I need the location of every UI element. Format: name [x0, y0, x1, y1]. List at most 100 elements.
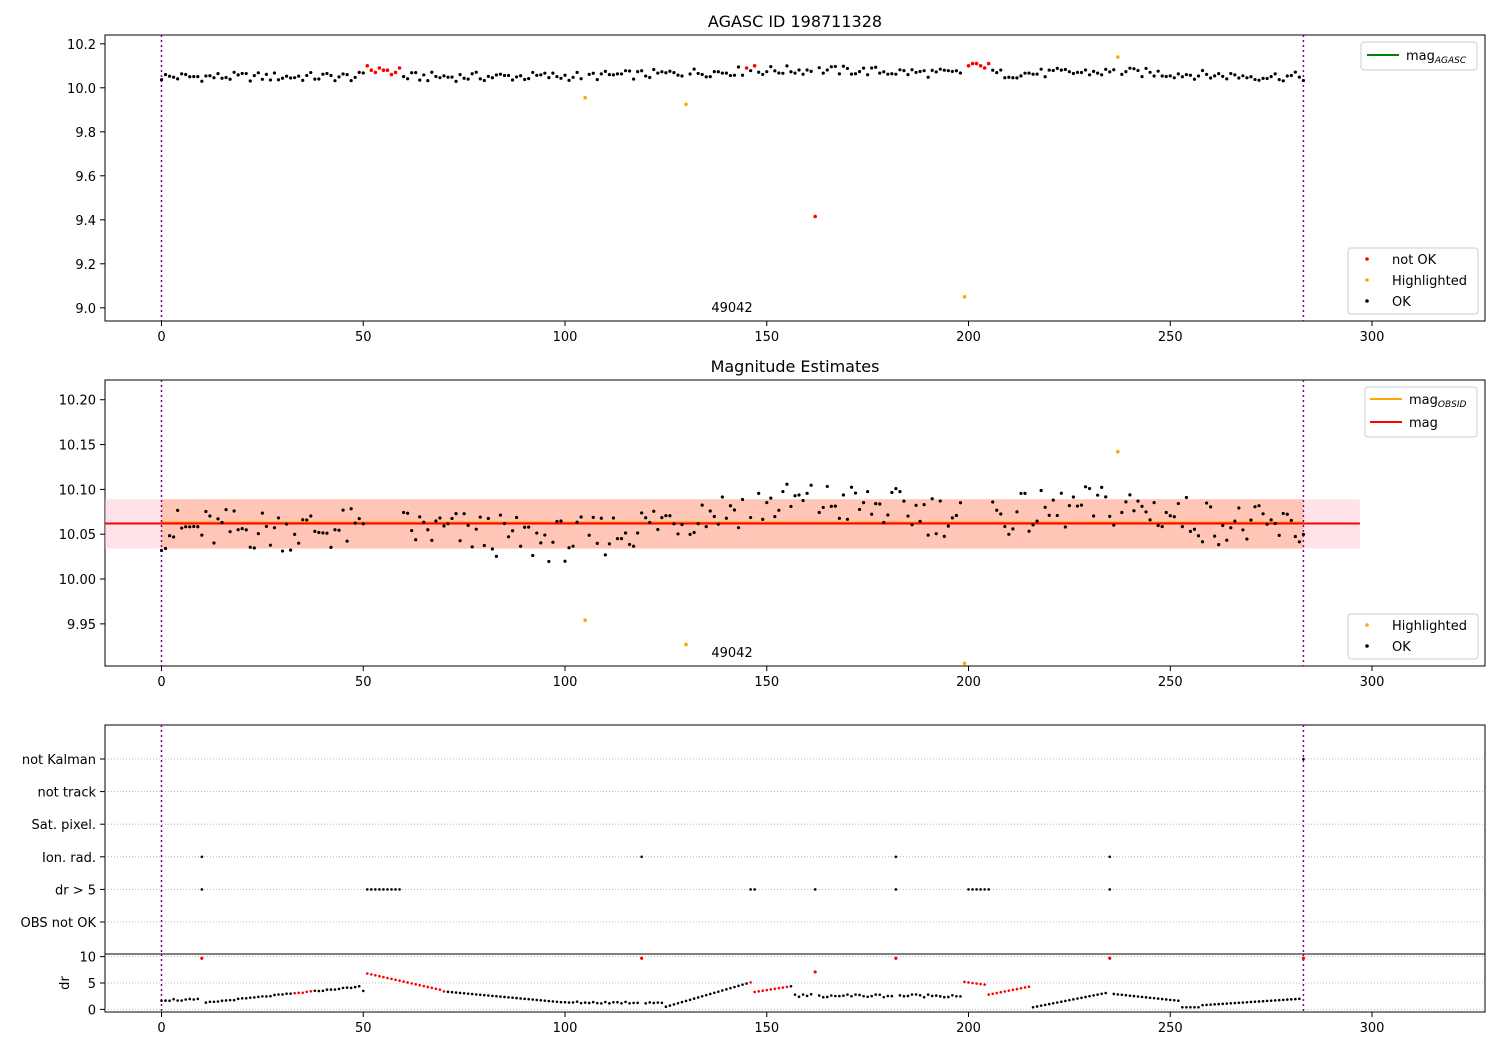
magnitude-legend-top: magOBSID mag	[1364, 386, 1478, 438]
agasc-ok-point	[1011, 76, 1015, 80]
agasc-ok-point	[1301, 78, 1306, 83]
dr-point	[164, 999, 167, 1002]
agasc-title: AGASC ID 198711328	[708, 12, 882, 31]
magnitude-highlighted-point	[684, 642, 688, 647]
magnitude-ok-point	[1140, 504, 1144, 508]
agasc-ok-point	[333, 79, 337, 83]
magnitude-ok-point	[1035, 519, 1039, 523]
magnitude-ok-point	[1144, 510, 1148, 514]
magnitude-ok-point	[728, 504, 733, 508]
magnitude-ok-point	[611, 516, 616, 520]
magnitude-ytick-label-4: 10.15	[59, 439, 96, 454]
dr-point	[1055, 1001, 1059, 1004]
agasc-ok-point	[446, 75, 450, 79]
magnitude-ok-point	[716, 522, 720, 526]
magnitude-ok-point	[797, 493, 801, 497]
agasc-ok-point	[866, 73, 870, 77]
dr-point	[595, 1001, 599, 1005]
dr-point	[503, 995, 506, 999]
dr-point	[535, 998, 539, 1002]
magnitude-ok-point	[615, 537, 620, 541]
agasc-not-ok-point	[369, 68, 374, 72]
dr-point	[797, 995, 801, 999]
agasc-ok-point	[280, 76, 285, 80]
agasc-ok-point	[894, 72, 898, 76]
flags-point	[971, 888, 974, 891]
agasc-ok-point	[918, 69, 922, 74]
magnitude-ok-point	[240, 527, 244, 531]
agasc-ok-point	[414, 70, 418, 75]
agasc-ok-point	[305, 73, 309, 78]
magnitude-ok-point	[510, 529, 515, 533]
flags-point	[983, 888, 986, 891]
agasc-xtick-label-200: 200	[956, 330, 981, 345]
agasc-not-ok-point	[377, 66, 382, 70]
dr-point	[216, 1000, 220, 1003]
magnitude-ok-point	[357, 517, 361, 521]
dr-point	[1064, 999, 1067, 1003]
dr-point	[1039, 1004, 1043, 1007]
agasc-ok-point	[1168, 74, 1172, 78]
dr-point	[329, 988, 333, 991]
agasc-ok-point	[1269, 75, 1273, 79]
dr-point	[704, 993, 708, 997]
magnitude-ok-point	[688, 532, 692, 537]
magnitude-ok-point	[232, 509, 236, 513]
flags-point	[979, 888, 982, 891]
magnitude-ok-point	[607, 542, 611, 546]
magnitude-ok-point	[1071, 495, 1076, 499]
dr-point	[825, 995, 829, 999]
dr-point	[1237, 1001, 1241, 1005]
agasc-ok-point	[587, 72, 591, 76]
flags-plot-area	[104, 724, 1486, 955]
agasc-ok-point	[1200, 68, 1205, 73]
dr-point	[725, 988, 728, 991]
magnitude-ok-point	[1168, 514, 1172, 518]
dr-flagged-point	[402, 980, 405, 983]
dr-point	[604, 1000, 607, 1004]
agasc-ok-point	[531, 70, 535, 75]
dr-flagged-point	[1019, 986, 1023, 990]
dr-point	[349, 986, 353, 990]
dr-xtick-label-100: 100	[553, 1021, 578, 1036]
dr-point	[608, 1002, 611, 1005]
agasc-ok-point	[1217, 72, 1221, 76]
magnitude-ok-point	[793, 494, 797, 498]
flags-vlines	[160, 725, 1305, 954]
dr-flagged-point	[293, 991, 296, 995]
agasc-ok-point	[527, 76, 531, 81]
dr-point	[1209, 1003, 1212, 1006]
dr-point	[446, 990, 450, 994]
dr-point	[616, 1000, 619, 1004]
magnitude-ok-point	[672, 522, 676, 526]
magnitude-ok-point	[353, 521, 357, 525]
magnitude-ok-point	[188, 525, 192, 529]
magnitude-highlighted-point	[962, 661, 967, 666]
dr-flagged-point	[999, 990, 1003, 994]
agasc-ok-point	[652, 67, 656, 72]
magnitude-ok-point	[329, 545, 333, 549]
agasc-ok-point	[1152, 74, 1156, 78]
magnitude-ok-point	[1285, 512, 1289, 516]
magnitude-ok-point	[1108, 514, 1112, 518]
magnitude-ok-point	[248, 545, 252, 549]
flags-point	[749, 888, 752, 891]
dr-point	[1273, 999, 1277, 1002]
magnitude-ytick-label-3: 10.10	[59, 483, 96, 498]
magnitude-ok-point	[1063, 525, 1067, 529]
dr-point	[854, 993, 857, 996]
magnitude-ok-point	[506, 535, 511, 539]
magnitude-ok-point	[414, 538, 418, 542]
dr-point	[587, 1001, 591, 1005]
agasc-ok-point	[712, 70, 716, 74]
agasc-ok-point	[1297, 75, 1301, 79]
agasc-ok-point	[837, 72, 841, 76]
dr-point	[1047, 1002, 1051, 1006]
magnitude-ok-point	[599, 516, 603, 520]
agasc-ytick-label-0: 9.0	[75, 302, 96, 317]
magnitude-ok-point	[543, 533, 547, 537]
magnitude-ok-point	[1269, 518, 1273, 522]
magnitude-ok-point	[1031, 523, 1035, 527]
magnitude-ok-point	[1124, 500, 1128, 504]
magnitude-ok-point	[426, 528, 430, 532]
